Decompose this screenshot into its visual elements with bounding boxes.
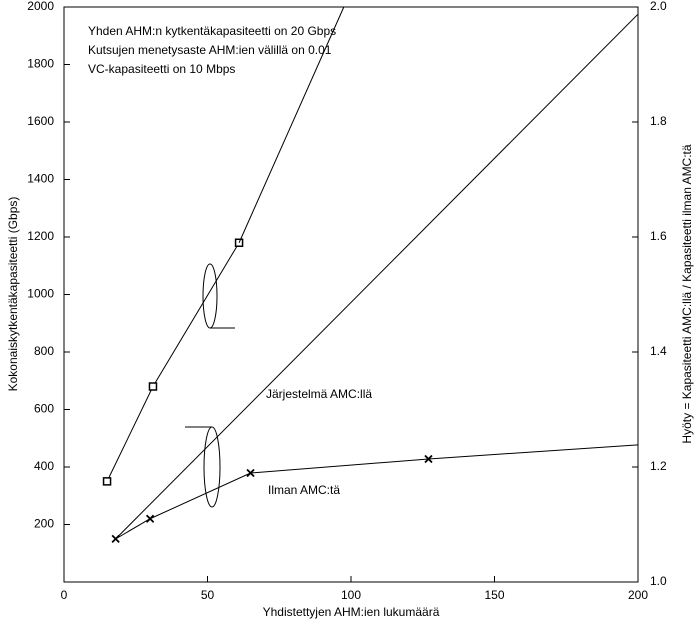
marker — [148, 382, 158, 391]
marker — [111, 534, 120, 544]
x-tick-label: 0 — [61, 588, 68, 602]
marker — [246, 468, 255, 478]
y-tick-label: 1200 — [27, 229, 54, 243]
y2-tick-label: 1.4 — [650, 344, 667, 358]
note: VC-kapasiteetti on 10 Mbps — [88, 62, 235, 76]
series-line — [428, 444, 639, 460]
y2-tick-label: 1.0 — [650, 574, 667, 588]
series-ellipse — [202, 263, 218, 329]
x-tick-label: 100 — [341, 588, 361, 602]
marker — [145, 514, 155, 523]
y-tick-label: 1600 — [27, 114, 54, 128]
y-tick-label: 600 — [34, 402, 54, 416]
y-tick-label: 1000 — [27, 287, 54, 301]
plot-frame — [63, 6, 639, 583]
series-line — [238, 6, 345, 243]
x-tick-label: 200 — [628, 588, 648, 602]
y2-axis-label: Hyöty = Kapasiteetti AMC:llä / Kapasitee… — [680, 144, 694, 443]
y-tick-label: 200 — [34, 517, 54, 531]
x-tick-label: 150 — [484, 588, 504, 602]
y2-tick-label: 1.8 — [650, 114, 667, 128]
note: Yhden AHM:n kytkentäkapasiteetti on 20 G… — [88, 24, 336, 38]
marker — [102, 477, 112, 486]
y-tick-label: 1800 — [27, 57, 54, 71]
y-axis-label: Kokonaiskytkentäkapasiteetti (Gbps) — [6, 197, 20, 392]
annotation: Ilman AMC:tä — [268, 483, 340, 497]
note: Kutsujen menetysaste AHM:ien välillä on … — [88, 43, 332, 57]
y2-tick-label: 1.6 — [650, 229, 667, 243]
series-line — [115, 458, 429, 540]
y-tick-label: 1400 — [27, 172, 54, 186]
series-ellipse — [203, 426, 221, 508]
series-line — [115, 13, 639, 540]
y2-tick-label: 2.0 — [650, 0, 667, 13]
annotation: Järjestelmä AMC:llä — [266, 387, 372, 401]
y-tick-label: 800 — [34, 344, 54, 358]
x-tick-label: 50 — [201, 588, 215, 602]
x-axis-label: Yhdistettyjen AHM:ien lukumäärä — [263, 605, 440, 619]
y2-tick-label: 1.2 — [650, 459, 667, 473]
y-tick-label: 400 — [34, 459, 54, 473]
y-tick-label: 2000 — [27, 0, 54, 13]
